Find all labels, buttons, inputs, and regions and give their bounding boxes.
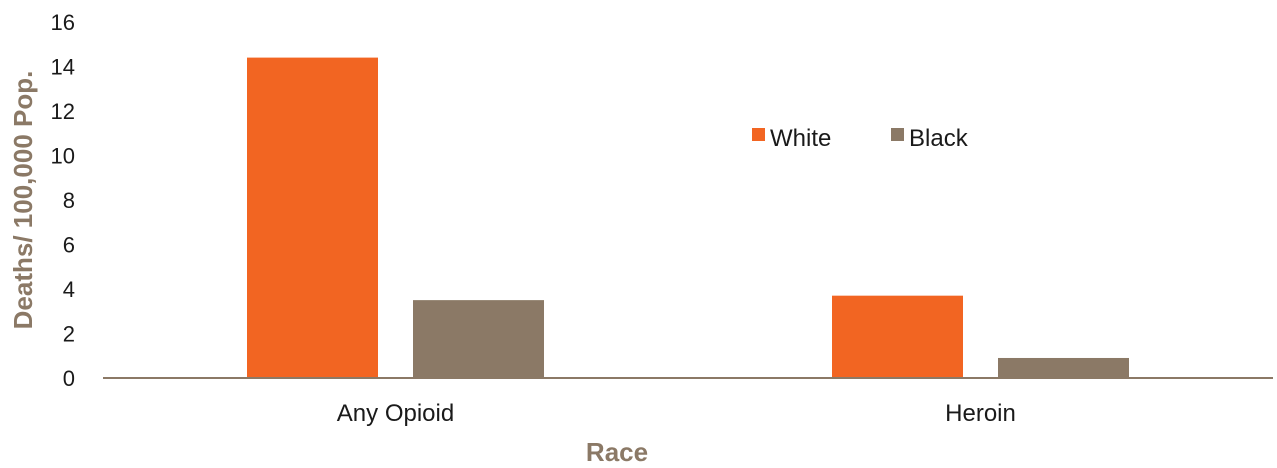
x-category-label: Any Opioid (337, 400, 454, 427)
y-tick-label: 12 (51, 99, 75, 124)
y-tick-label: 8 (63, 188, 75, 213)
y-axis-title: Deaths/ 100,000 Pop. (8, 71, 38, 330)
y-tick-label: 0 (63, 366, 75, 391)
y-tick-label: 14 (51, 55, 75, 80)
category-labels: Any Opioid Heroin (337, 400, 1016, 427)
legend-swatch-white (752, 128, 765, 141)
bar-white-heroin (832, 295, 963, 378)
legend-label-white: White (770, 125, 831, 152)
y-tick-label: 16 (51, 10, 75, 35)
legend: White Black (752, 125, 969, 152)
y-tick-label: 6 (63, 233, 75, 258)
y-tick-label: 10 (51, 144, 75, 169)
y-tick-label: 2 (63, 322, 75, 347)
y-axis-ticks: 0 2 4 6 8 10 12 14 16 (51, 10, 75, 391)
bar-black-heroin (998, 357, 1129, 378)
legend-swatch-black (891, 128, 904, 141)
bar-white-any-opioid (247, 57, 378, 378)
x-category-label: Heroin (945, 400, 1016, 427)
y-tick-label: 4 (63, 277, 75, 302)
x-axis-title: Race (586, 437, 648, 467)
bars (247, 57, 1129, 378)
bar-black-any-opioid (413, 300, 544, 378)
legend-label-black: Black (909, 125, 969, 152)
